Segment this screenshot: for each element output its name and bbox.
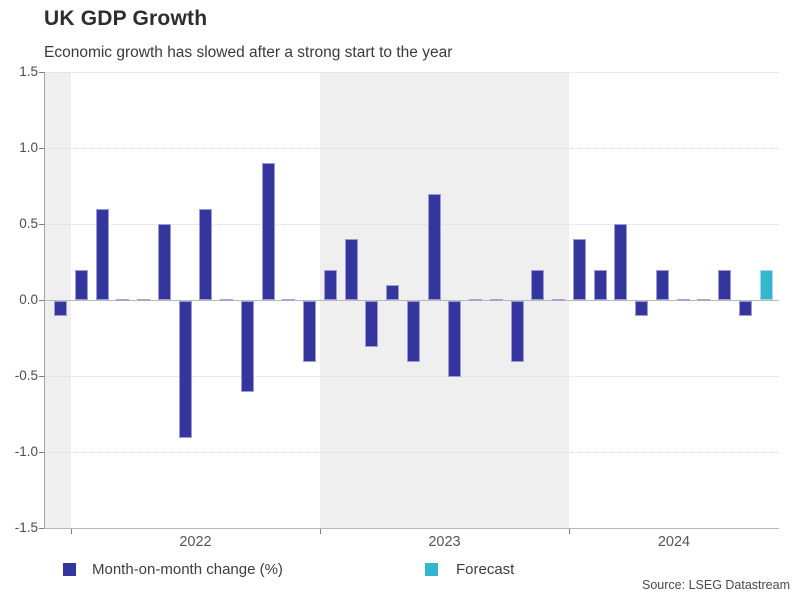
bar-2021-12 [54, 301, 68, 317]
gridline--1.0 [45, 452, 779, 453]
y-axis-tick-label: 1.5 [19, 64, 38, 79]
bar-2022-02 [95, 208, 109, 300]
x-axis-line [44, 528, 779, 529]
chart-subtitle: Economic growth has slowed after a stron… [44, 44, 453, 61]
x-axis-tick-2023 [320, 529, 321, 534]
x-axis-year-label-2024: 2024 [657, 534, 691, 550]
y-axis-line [44, 72, 45, 529]
bar-2022-05 [157, 224, 171, 300]
bar-2024-07 [697, 299, 711, 301]
bar-2023-07 [448, 301, 462, 377]
bar-2022-07 [199, 208, 213, 300]
y-axis-tick-label: -1.5 [14, 520, 38, 535]
y-axis-tick-label: 0.0 [19, 292, 38, 307]
bar-2024-02 [593, 269, 607, 300]
y-axis-tick [39, 224, 44, 225]
bar-2023-02 [344, 239, 358, 300]
bar-2024-05 [655, 269, 669, 300]
bar-2024-08 [718, 269, 732, 300]
bar-2022-06 [178, 301, 192, 438]
bar-2022-01 [74, 269, 88, 300]
bar-2023-01 [323, 269, 337, 300]
gridline-1.5 [45, 72, 779, 73]
legend-label-forecast: Forecast [456, 561, 515, 578]
bar-2023-12 [552, 299, 566, 301]
gridline-1.0 [45, 148, 779, 149]
bar-2024-03 [614, 224, 628, 300]
x-axis-year-label-2022: 2022 [179, 534, 212, 550]
bar-2022-08 [220, 299, 234, 301]
y-axis-tick-label: 0.5 [19, 216, 38, 231]
bar-2024-09 [738, 301, 752, 317]
bar-2024-04 [635, 301, 649, 317]
gdp-bar-chart-plot-area [39, 72, 779, 534]
bar-2022-11 [282, 299, 296, 301]
legend-swatch-month-on-month [63, 563, 76, 576]
y-axis-tick [39, 72, 44, 73]
y-axis-tick-label: -0.5 [14, 368, 38, 383]
y-axis-tick-label: -1.0 [14, 444, 38, 459]
y-axis-tick [39, 300, 44, 301]
y-axis-tick-label: 1.0 [19, 140, 38, 155]
bar-2024-01 [572, 239, 586, 300]
bar-2023-04 [386, 284, 400, 300]
bar-2023-06 [427, 193, 441, 300]
bar-2022-04 [137, 299, 151, 301]
bar-2022-03 [116, 299, 130, 301]
x-axis-tick-2022 [71, 529, 72, 534]
bar-2022-09 [240, 301, 254, 393]
bar-2024-10-forecast [759, 269, 773, 300]
chart-legend: Month-on-month change (%) Forecast [0, 560, 801, 580]
bar-2023-10 [510, 301, 524, 362]
legend-label-month-on-month: Month-on-month change (%) [92, 561, 283, 578]
y-axis-tick [39, 376, 44, 377]
bar-2023-11 [531, 269, 545, 300]
chart-title: UK GDP Growth [44, 7, 208, 30]
x-axis-year-label-2023: 2023 [428, 534, 461, 550]
gridline-0.5 [45, 224, 779, 225]
bar-2023-03 [365, 301, 379, 347]
bar-2024-06 [676, 299, 690, 301]
gridline--0.5 [45, 376, 779, 377]
y-axis-tick [39, 148, 44, 149]
y-axis-tick [39, 452, 44, 453]
legend-swatch-forecast [425, 563, 438, 576]
bar-2023-08 [469, 299, 483, 301]
bar-2023-09 [489, 299, 503, 301]
y-axis-tick [39, 528, 44, 529]
bar-2022-12 [303, 301, 317, 362]
x-axis-tick-2024 [569, 529, 570, 534]
zero-axis-line [45, 300, 779, 301]
bar-2023-05 [406, 301, 420, 362]
source-attribution: Source: LSEG Datastream [642, 578, 790, 592]
bar-2022-10 [261, 163, 275, 300]
